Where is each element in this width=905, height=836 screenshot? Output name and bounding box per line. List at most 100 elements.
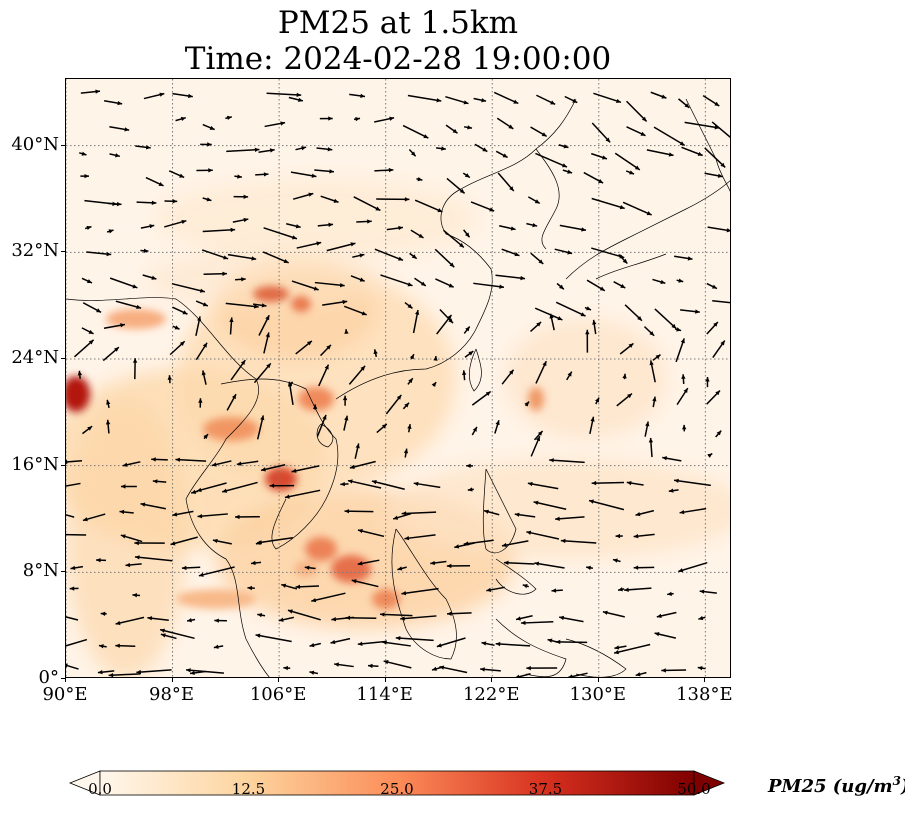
longitude-tick-label: 90°E xyxy=(42,684,88,705)
wind-arrow xyxy=(562,169,573,174)
colorbar-extend-high xyxy=(693,770,726,796)
wind-arrow xyxy=(291,465,320,473)
wind-arrow xyxy=(585,329,590,353)
wind-arrow xyxy=(614,645,627,650)
wind-arrow xyxy=(257,613,266,618)
wind-arrow xyxy=(480,667,501,672)
wind-arrow xyxy=(462,172,471,179)
wind-arrow xyxy=(445,124,458,134)
wind-arrow xyxy=(534,307,563,321)
wind-arrow xyxy=(304,565,316,570)
wind-arrow xyxy=(186,668,224,674)
wind-arrow xyxy=(143,92,165,100)
wind-arrow xyxy=(119,509,134,515)
wind-arrow xyxy=(269,483,295,488)
wind-arrow xyxy=(197,513,228,519)
wind-arrow xyxy=(679,507,707,515)
wind-arrow xyxy=(593,92,622,104)
wind-arrow xyxy=(172,92,193,99)
wind-arrow xyxy=(435,278,455,288)
wind-arrow xyxy=(167,375,172,384)
wind-arrow xyxy=(100,611,107,616)
latitude-tick-label: 8°N xyxy=(22,560,59,582)
wind-arrow xyxy=(232,217,249,223)
wind-arrow xyxy=(654,308,677,330)
wind-arrow xyxy=(225,115,232,120)
colorbar-tick-label: 25.0 xyxy=(380,780,414,798)
wind-arrow xyxy=(536,94,556,106)
gridlines xyxy=(66,79,730,677)
wind-arrow xyxy=(530,435,541,457)
wind-arrow xyxy=(175,116,186,122)
wind-arrow xyxy=(407,377,414,385)
wind-arrow xyxy=(295,340,313,355)
wind-arrow xyxy=(471,390,492,406)
wind-arrow xyxy=(430,560,447,566)
wind-arrow xyxy=(633,565,655,570)
wind-arrow xyxy=(349,460,376,469)
wind-arrow xyxy=(379,612,413,617)
wind-arrow xyxy=(142,274,157,280)
wind-arrow xyxy=(175,457,207,462)
longitude-tick-label: 138°E xyxy=(676,684,733,705)
wind-arrow xyxy=(326,242,356,252)
wind-arrow xyxy=(680,309,700,314)
wind-arrow xyxy=(436,146,446,151)
wind-arrow xyxy=(392,512,412,520)
longitude-tick-mark xyxy=(171,678,173,682)
longitude-tick-label: 114°E xyxy=(356,684,413,705)
wind-arrow xyxy=(257,537,293,545)
wind-arrow xyxy=(436,637,466,648)
wind-arrow xyxy=(135,145,151,150)
wind-arrow xyxy=(353,116,361,122)
wind-arrow xyxy=(262,251,289,264)
wind-arrow xyxy=(622,373,627,380)
wind-arrow xyxy=(132,593,141,598)
wind-arrow xyxy=(697,665,706,671)
wind-arrow xyxy=(202,197,212,202)
map-panel xyxy=(65,78,731,678)
wind-arrow xyxy=(586,565,593,571)
wind-arrow xyxy=(230,359,246,381)
wind-arrow xyxy=(295,146,307,151)
wind-arrow xyxy=(439,309,454,324)
wind-arrow xyxy=(549,458,585,464)
wind-arrow xyxy=(712,340,726,359)
wind-arrow xyxy=(654,632,677,639)
wind-arrow xyxy=(591,197,625,210)
wind-arrow xyxy=(287,609,321,621)
wind-arrow xyxy=(495,150,508,159)
wind-arrow xyxy=(466,463,473,468)
wind-arrow xyxy=(470,201,495,212)
wind-arrow xyxy=(66,459,83,465)
wind-arrow xyxy=(439,665,468,674)
wind-arrow xyxy=(203,433,209,440)
wind-arrow xyxy=(136,669,172,675)
wind-arrow xyxy=(66,533,87,536)
wind-arrow xyxy=(431,381,437,388)
wind-arrow xyxy=(96,557,107,563)
wind-arrow xyxy=(235,277,246,282)
wind-arrow xyxy=(195,342,208,361)
wind-arrow xyxy=(612,558,621,563)
longitude-tick-label: 122°E xyxy=(462,684,520,705)
wind-arrow xyxy=(226,147,260,153)
wind-arrow xyxy=(684,121,720,130)
wind-arrow xyxy=(314,281,345,288)
wind-arrow xyxy=(164,219,187,228)
wind-arrow xyxy=(171,282,205,293)
wind-arrow xyxy=(589,416,595,435)
wind-arrow xyxy=(250,560,262,566)
wind-arrow xyxy=(652,396,657,408)
wind-arrow xyxy=(433,355,438,361)
wind-arrow xyxy=(258,314,270,336)
wind-arrow xyxy=(711,121,730,140)
wind-arrow xyxy=(644,421,650,437)
wind-arrow xyxy=(704,172,723,178)
wind-arrow xyxy=(602,610,625,618)
wind-arrow xyxy=(674,255,693,261)
wind-arrow xyxy=(412,309,420,334)
coastlines xyxy=(66,98,730,677)
wind-arrow xyxy=(316,414,327,437)
wind-arrow xyxy=(409,353,415,360)
